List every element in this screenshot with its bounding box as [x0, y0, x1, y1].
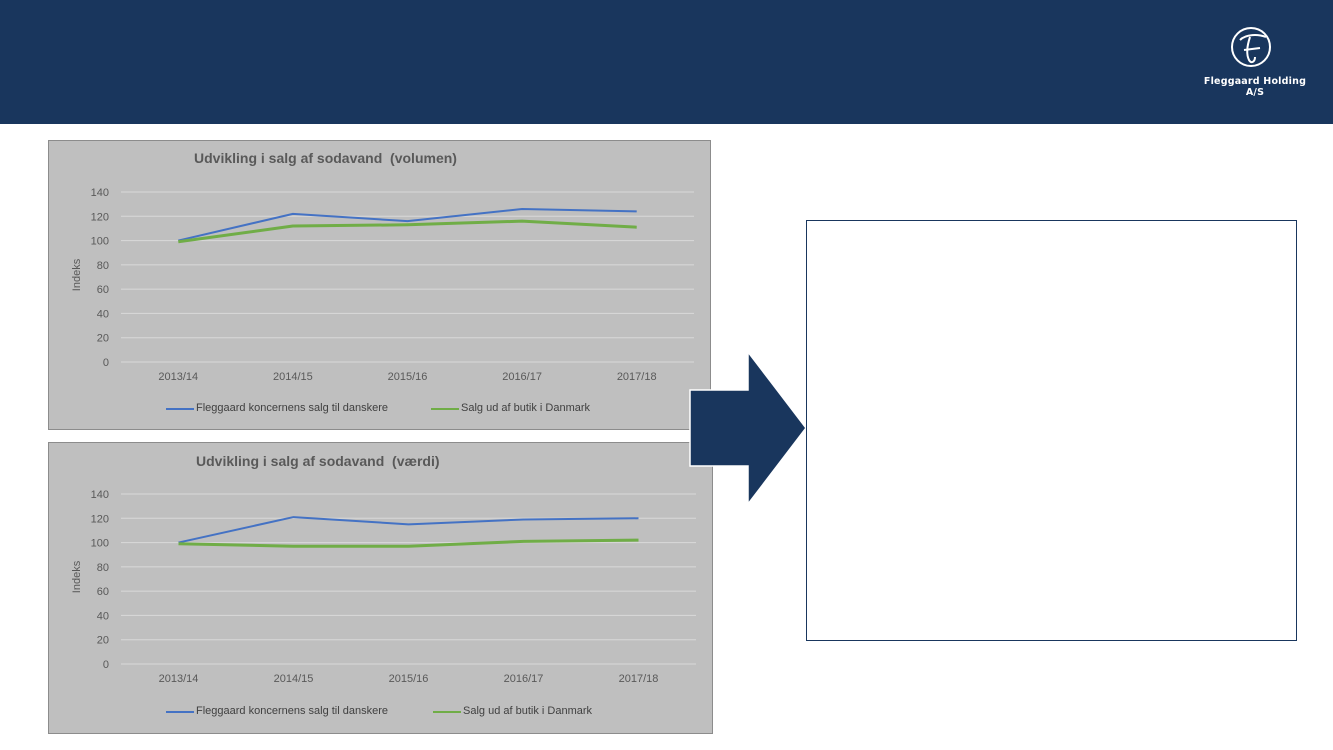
- y-tick-label: 80: [97, 562, 109, 574]
- y-tick-label: 0: [103, 659, 109, 671]
- chart-value: 0 20 40 60 80 100 120 140 2013/14 2014/15 2015/16 2…: [48, 442, 713, 734]
- x-tick-label: 2016/17: [504, 673, 544, 685]
- legend-label: Salg ud af butik i Danmark: [461, 402, 591, 414]
- y-tick-label: 140: [91, 489, 109, 501]
- x-tick-label: 2013/14: [158, 371, 198, 383]
- empty-text-box: [806, 220, 1297, 641]
- y-tick-label: 120: [91, 513, 109, 525]
- y-tick-label: 0: [103, 357, 109, 369]
- y-tick-label: 120: [91, 211, 109, 223]
- y-tick-label: 40: [97, 308, 109, 320]
- legend-label: Fleggaard koncernens salg til danskere: [196, 705, 389, 717]
- x-tick-label: 2015/16: [388, 371, 428, 383]
- right-arrow-icon: [689, 350, 807, 506]
- y-tick-label: 60: [97, 586, 109, 598]
- series-line-green: [178, 538, 639, 548]
- series-line-green: [178, 219, 637, 244]
- logo-monogram-icon: [1231, 27, 1271, 67]
- x-tick-label: 2016/17: [502, 371, 542, 383]
- y-tick-label: 80: [97, 260, 109, 272]
- chart-title: Udvikling i salg af sodavand (volumen): [194, 150, 457, 166]
- series-line-blue: [178, 516, 639, 544]
- chart-volume: 0 20 40 60 80 100 120 140 2013/14 2014/15 2015/16 2…: [48, 140, 711, 430]
- x-tick-label: 2017/18: [617, 371, 657, 383]
- y-tick-label: 20: [97, 333, 109, 345]
- legend-swatch-blue: [166, 408, 194, 410]
- y-tick-label: 100: [91, 236, 109, 248]
- y-tick-label: 20: [97, 635, 109, 647]
- legend-label: Fleggaard koncernens salg til danskere: [196, 402, 389, 414]
- x-tick-label: 2017/18: [619, 673, 659, 685]
- company-logo: Fleggaard Holding A/S: [1196, 24, 1314, 98]
- y-tick-label: 140: [91, 187, 109, 199]
- x-tick-label: 2013/14: [159, 673, 199, 685]
- legend-swatch-green: [431, 408, 459, 410]
- y-axis-label: Indeks: [71, 560, 83, 594]
- y-tick-label: 60: [97, 284, 109, 296]
- legend-swatch-green: [433, 711, 461, 713]
- chart-title: Udvikling i salg af sodavand (værdi): [196, 453, 440, 469]
- company-name: Fleggaard Holding A/S: [1203, 76, 1307, 98]
- header-bar: Fleggaard Holding A/S: [0, 0, 1333, 124]
- x-tick-label: 2014/15: [274, 673, 314, 685]
- legend-label: Salg ud af butik i Danmark: [463, 705, 593, 717]
- chart-value-plot: 0 20 40 60 80 100 120 140 2013/14 2014/15 2015/16 2…: [91, 489, 696, 685]
- chart-volume-plot: 0 20 40 60 80 100 120 140 2013/14 2014/15 2015/16 2…: [91, 187, 694, 383]
- x-tick-label: 2014/15: [273, 371, 313, 383]
- y-tick-label: 40: [97, 610, 109, 622]
- series-line-blue: [178, 208, 637, 242]
- x-tick-label: 2015/16: [389, 673, 429, 685]
- y-axis-label: Indeks: [71, 258, 83, 292]
- y-tick-label: 100: [91, 538, 109, 550]
- legend-swatch-blue: [166, 711, 194, 713]
